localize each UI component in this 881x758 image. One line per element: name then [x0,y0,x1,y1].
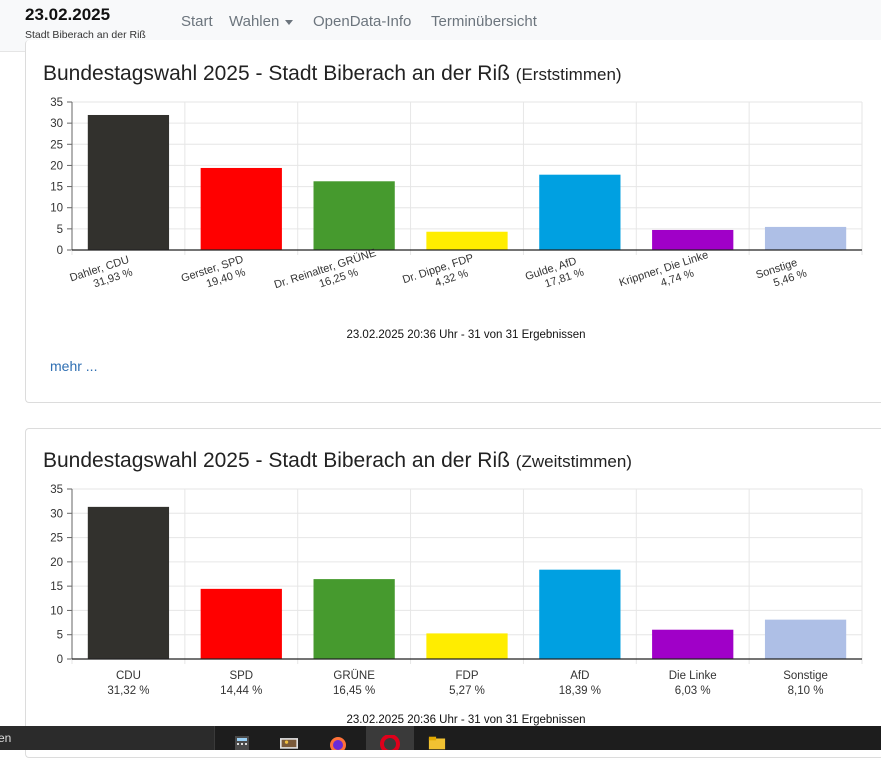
y-tick-label: 25 [50,533,63,545]
x-value-label: 18,39 % [559,685,601,697]
x-category-label: SPD [229,670,253,682]
nav-link-start[interactable]: Start [181,13,213,30]
bar[interactable] [652,629,734,659]
x-value-label: 8,10 % [788,685,824,697]
nav-link-opendata[interactable]: OpenData-Info [313,13,412,30]
y-tick-label: 15 [50,581,63,593]
y-tick-label: 5 [57,630,63,642]
y-tick-label: 0 [57,654,63,666]
taskbar: en [0,726,881,750]
nav-link-wahlen[interactable]: Wahlen [229,13,294,30]
bar[interactable] [539,569,621,659]
taskbar-active-app[interactable] [366,726,414,750]
y-tick-label: 35 [50,97,63,109]
nav-link-terminuebersicht[interactable]: Terminübersicht [431,13,537,30]
mehr-link[interactable]: mehr ... [50,358,98,374]
bar[interactable] [426,231,508,250]
chart-zweitstimmen: 0 5 10 15 20 25 30 35 CDU 31,32 % SPD 14,44 % GRÜNE 1… [50,484,863,726]
opera-icon [380,735,400,750]
bar[interactable] [313,579,395,659]
bar[interactable] [652,229,734,250]
chart-footer: 23.02.2025 20:36 Uhr - 31 von 31 Ergebni… [346,329,585,341]
x-category-label: AfD [570,670,589,682]
bar[interactable] [200,167,282,250]
card-title-main: Bundestagswahl 2025 - Stadt Biberach an … [43,449,510,472]
y-tick-label: 10 [50,605,63,617]
chevron-down-icon [285,19,294,25]
file-explorer-icon[interactable] [428,736,446,750]
brand-date[interactable]: 23.02.2025 [25,5,111,24]
y-tick-label: 20 [50,557,63,569]
y-tick-label: 20 [50,160,63,172]
y-tick-label: 35 [50,484,63,496]
x-value-label: 14,44 % [220,685,262,697]
x-value-label: 31,32 % [107,685,149,697]
bar[interactable] [200,588,282,659]
y-tick-label: 25 [50,139,63,151]
bar[interactable] [87,114,170,250]
x-category-label: GRÜNE [333,670,375,682]
y-tick-label: 30 [50,118,63,130]
taskbar-search[interactable]: en [0,726,215,750]
card-title-sub: (Zweitstimmen) [515,452,632,471]
x-category-label: Sonstige [783,670,828,682]
x-value-label: 16,45 % [333,685,375,697]
bar[interactable] [313,181,395,250]
x-value-label: 5,27 % [449,685,485,697]
y-tick-label: 0 [57,245,63,257]
bar[interactable] [764,226,847,250]
card-title: Bundestagswahl 2025 - Stadt Biberach an … [43,449,632,473]
x-category-label: CDU [116,670,141,682]
card-title-sub: (Erststimmen) [515,65,622,84]
card-title: Bundestagswahl 2025 - Stadt Biberach an … [43,62,622,86]
card-zweitstimmen: Bundestagswahl 2025 - Stadt Biberach an … [25,428,881,758]
y-tick-label: 10 [50,203,63,215]
x-value-label: 6,03 % [675,685,711,697]
photos-icon[interactable] [280,736,298,750]
y-tick-label: 15 [50,182,63,194]
bar[interactable] [426,633,508,659]
y-tick-label: 5 [57,224,63,236]
firefox-icon[interactable] [329,736,347,750]
x-category-label: Die Linke [669,670,717,682]
bar[interactable] [87,506,170,659]
bar[interactable] [764,619,847,659]
nav-link-wahlen-label: Wahlen [229,13,280,30]
bar[interactable] [539,174,621,250]
taskbar-search-text: en [0,731,12,745]
chart-footer: 23.02.2025 20:36 Uhr - 31 von 31 Ergebni… [346,714,585,726]
brand-subtitle[interactable]: Stadt Biberach an der Riß [25,29,146,41]
calculator-icon[interactable] [233,736,251,750]
y-tick-label: 30 [50,508,63,520]
x-category-label: FDP [456,670,479,682]
card-title-main: Bundestagswahl 2025 - Stadt Biberach an … [43,62,510,85]
card-erststimmen: Bundestagswahl 2025 - Stadt Biberach an … [25,40,881,403]
